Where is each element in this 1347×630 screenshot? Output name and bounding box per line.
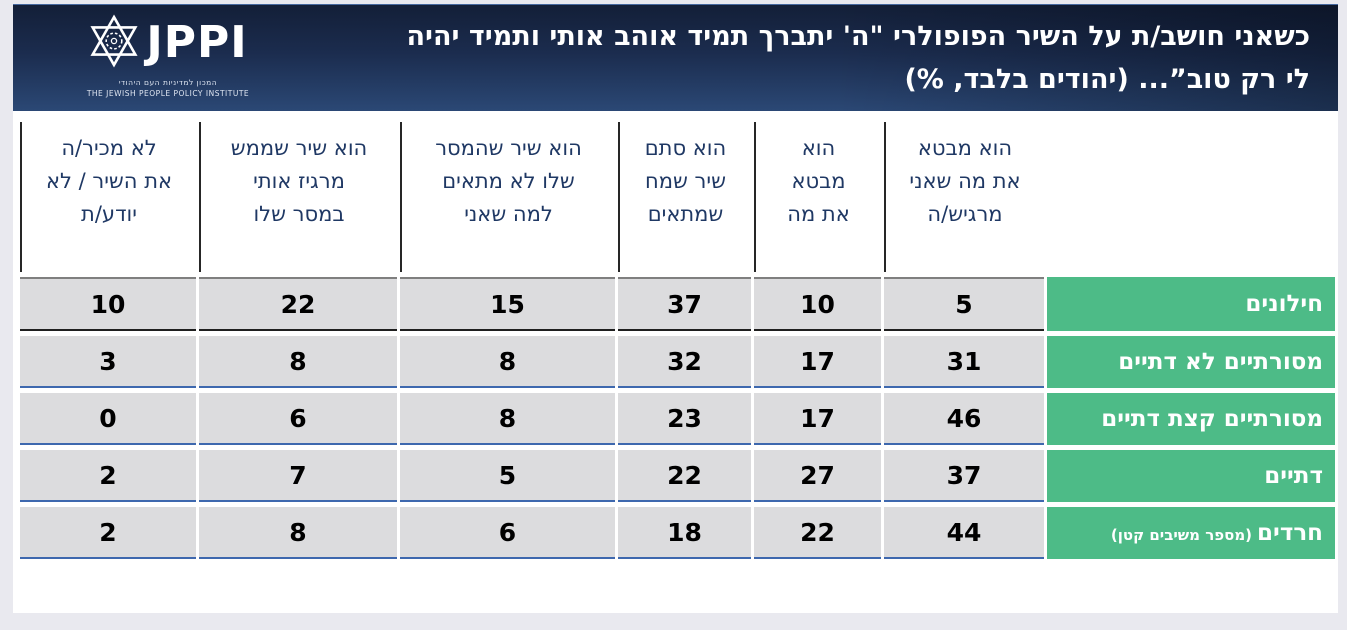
row-label-text: מסורתיים לא דתיים — [1118, 349, 1323, 375]
value-cell: 2 — [20, 507, 196, 559]
table-row-religious: דתיים 37 27 22 5 7 2 — [20, 450, 1335, 502]
survey-table: הוא מבטא את מה שאני מרגיש/ה הוא מבטא את … — [17, 117, 1338, 564]
value-cell: 7 — [199, 450, 397, 502]
column-header-text: מבטא — [791, 168, 846, 193]
column-header-text: הוא — [801, 136, 836, 160]
title-bar: JPPI המכון למדיניות העם היהודי THE JEWIS… — [13, 4, 1338, 111]
column-header-text: שלו לא מתאים — [442, 168, 575, 193]
column-header-text: הוא סתם — [644, 136, 727, 160]
title-line-1: כשאני חושב/ת על השיר הפופולרי "ה' יתברך … — [406, 20, 1311, 52]
table-row-secular: חילונים 5 10 37 15 22 10 — [20, 277, 1335, 331]
value-cell: 5 — [400, 450, 615, 502]
column-header-text: למה שאני — [464, 201, 553, 226]
column-header-message-not-fitting: הוא שיר שהמסר שלו לא מתאים למה שאני — [400, 122, 615, 272]
row-label: מסורתיים קצת דתיים — [1047, 393, 1335, 445]
slide-card: JPPI המכון למדיניות העם היהודי THE JEWIS… — [13, 4, 1338, 613]
value-cell: 15 — [400, 277, 615, 331]
value-cell: 23 — [618, 393, 751, 445]
value-cell: 32 — [618, 336, 751, 388]
row-label-note: (מספר משיבים קטן) — [1110, 526, 1253, 544]
column-header-text: את מה שאני — [909, 168, 1021, 193]
value-cell: 31 — [884, 336, 1044, 388]
column-header-text: הוא מבטא — [917, 136, 1013, 160]
column-header-text: מרגיז אותי — [253, 168, 345, 193]
column-header-text: שיר שמח — [645, 168, 726, 193]
column-header-text: הוא שיר שהמסר — [435, 136, 582, 160]
column-header-text: את השיר / לא — [45, 168, 173, 193]
logo-taglines: המכון למדיניות העם היהודי THE JEWISH PEO… — [53, 77, 283, 100]
value-cell: 0 — [20, 393, 196, 445]
column-header-text: את מה — [787, 201, 850, 226]
value-cell: 46 — [884, 393, 1044, 445]
logo-tagline-english: THE JEWISH PEOPLE POLICY INSTITUTE — [86, 89, 250, 99]
value-cell: 44 — [884, 507, 1044, 559]
value-cell: 8 — [199, 507, 397, 559]
value-cell: 2 — [20, 450, 196, 502]
column-header-annoys-me: הוא שיר שממש מרגיז אותי במסר שלו — [199, 122, 397, 272]
value-cell: 6 — [199, 393, 397, 445]
value-cell: 22 — [754, 507, 881, 559]
row-label-text: דתיים — [1264, 463, 1323, 489]
value-cell: 10 — [20, 277, 196, 331]
row-label: דתיים — [1047, 450, 1335, 502]
column-header-just-happy-song: הוא סתם שיר שמח שמתאים — [618, 122, 751, 272]
value-cell: 8 — [400, 393, 615, 445]
value-cell: 6 — [400, 507, 615, 559]
jppi-logo-main: JPPI — [53, 13, 283, 73]
slide-title: כשאני חושב/ת על השיר הפופולרי "ה' יתברך … — [13, 15, 1338, 101]
row-label: מסורתיים לא דתיים — [1047, 336, 1335, 388]
corner-cell — [1047, 122, 1335, 272]
value-cell: 3 — [20, 336, 196, 388]
value-cell: 22 — [618, 450, 751, 502]
row-label: חרדים(מספר משיבים קטן) — [1047, 507, 1335, 559]
value-cell: 8 — [199, 336, 397, 388]
logo-tagline-hebrew: המכון למדיניות העם היהודי — [118, 78, 218, 87]
logo-acronym: JPPI — [146, 17, 248, 68]
column-header-dont-know-song: לא מכיר/ה את השיר / לא יודע/ת — [20, 122, 196, 272]
table-row-traditional-somewhat-religious: מסורתיים קצת דתיים 46 17 23 8 6 0 — [20, 393, 1335, 445]
value-cell: 27 — [754, 450, 881, 502]
jppi-logo: JPPI המכון למדיניות העם היהודי THE JEWIS… — [53, 13, 283, 100]
table-row-haredi: חרדים(מספר משיבים קטן) 44 22 18 6 8 2 — [20, 507, 1335, 559]
row-label-text: מסורתיים קצת דתיים — [1101, 406, 1323, 432]
value-cell: 8 — [400, 336, 615, 388]
star-of-david-icon — [88, 13, 140, 73]
value-cell: 22 — [199, 277, 397, 331]
column-header-text: הוא שיר שממש — [230, 136, 368, 160]
column-header-expresses-my-feelings: הוא מבטא את מה שאני מרגיש/ה — [884, 122, 1044, 272]
column-header-text: במסר שלו — [253, 201, 345, 226]
table-row-traditional-not-religious: מסורתיים לא דתיים 31 17 32 8 8 3 — [20, 336, 1335, 388]
value-cell: 5 — [884, 277, 1044, 331]
column-header-text: יודע/ת — [81, 201, 137, 226]
column-header-text: לא מכיר/ה — [61, 136, 157, 160]
column-header-text: מרגיש/ה — [927, 201, 1003, 226]
value-cell: 18 — [618, 507, 751, 559]
header-row: הוא מבטא את מה שאני מרגיש/ה הוא מבטא את … — [20, 122, 1335, 272]
row-label-text: חילונים — [1245, 291, 1323, 317]
row-label-text: חרדים — [1257, 520, 1323, 546]
row-label: חילונים — [1047, 277, 1335, 331]
value-cell: 37 — [884, 450, 1044, 502]
value-cell: 17 — [754, 336, 881, 388]
value-cell: 10 — [754, 277, 881, 331]
column-header-text: שמתאים — [647, 201, 724, 226]
value-cell: 17 — [754, 393, 881, 445]
column-header-expresses-somewhat: הוא מבטא את מה — [754, 122, 881, 272]
title-line-2: לי רק טוב”... (יהודים בלבד, %) — [904, 64, 1310, 95]
value-cell: 37 — [618, 277, 751, 331]
